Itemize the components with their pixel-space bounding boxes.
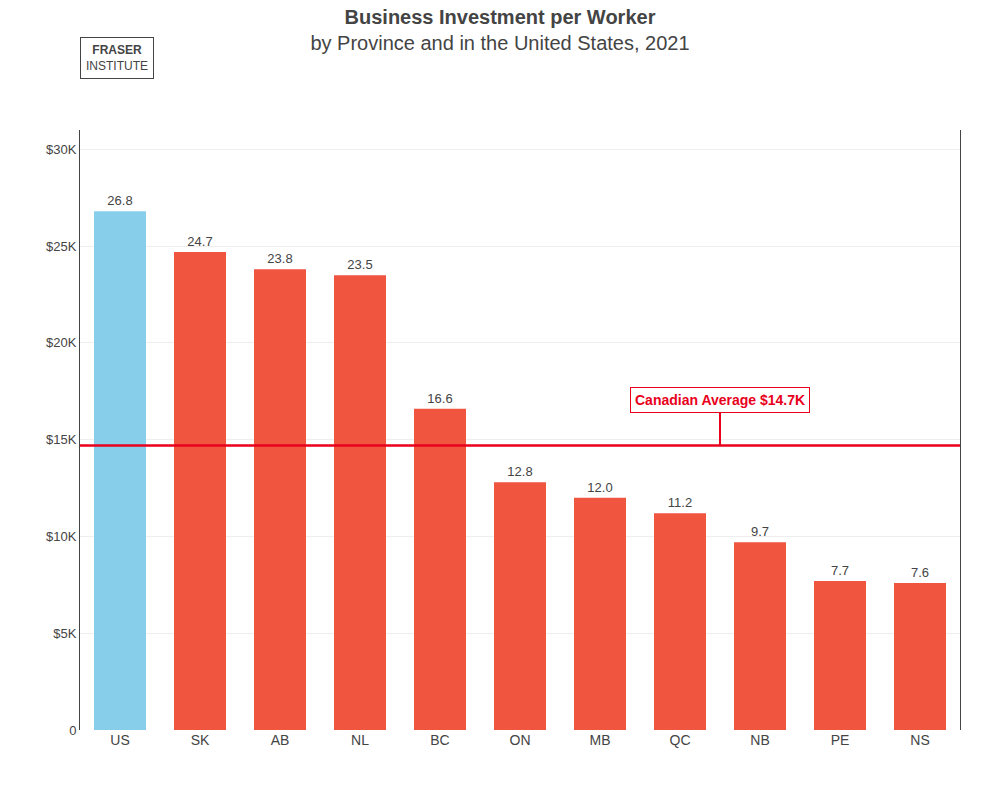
svg-text:$25K: $25K <box>46 239 77 254</box>
svg-text:9.7: 9.7 <box>751 524 769 539</box>
svg-text:Business Investment per Worker: Business Investment per Workerby Provinc… <box>310 6 689 54</box>
svg-text:FRASERINSTITUTE: FRASERINSTITUTE <box>86 43 148 73</box>
svg-text:$15K: $15K <box>46 432 77 447</box>
svg-text:BC: BC <box>430 732 449 748</box>
svg-text:11.2: 11.2 <box>668 495 692 510</box>
svg-text:16.6: 16.6 <box>427 391 452 406</box>
svg-text:7.7: 7.7 <box>831 563 849 578</box>
svg-text:Canadian Average $14.7K: Canadian Average $14.7K <box>635 392 805 408</box>
svg-text:QC: QC <box>670 732 691 748</box>
svg-text:23.8: 23.8 <box>267 251 292 266</box>
svg-text:12.0: 12.0 <box>587 480 612 495</box>
svg-text:$10K: $10K <box>46 529 77 544</box>
svg-text:MB: MB <box>590 732 611 748</box>
svg-text:SK: SK <box>191 732 210 748</box>
svg-text:ON: ON <box>510 732 531 748</box>
svg-text:US: US <box>110 732 129 748</box>
svg-text:PE: PE <box>831 732 850 748</box>
svg-text:NB: NB <box>750 732 769 748</box>
svg-text:24.7: 24.7 <box>187 234 212 249</box>
svg-text:NL: NL <box>351 732 369 748</box>
svg-text:$20K: $20K <box>46 335 77 350</box>
svg-text:7.6: 7.6 <box>911 565 929 580</box>
svg-text:23.5: 23.5 <box>347 257 372 272</box>
svg-text:26.8: 26.8 <box>107 193 132 208</box>
svg-text:0: 0 <box>69 723 76 738</box>
svg-text:NS: NS <box>910 732 929 748</box>
svg-text:12.8: 12.8 <box>507 464 532 479</box>
svg-text:$5K: $5K <box>53 626 76 641</box>
svg-text:$30K: $30K <box>46 142 77 157</box>
svg-text:AB: AB <box>271 732 290 748</box>
